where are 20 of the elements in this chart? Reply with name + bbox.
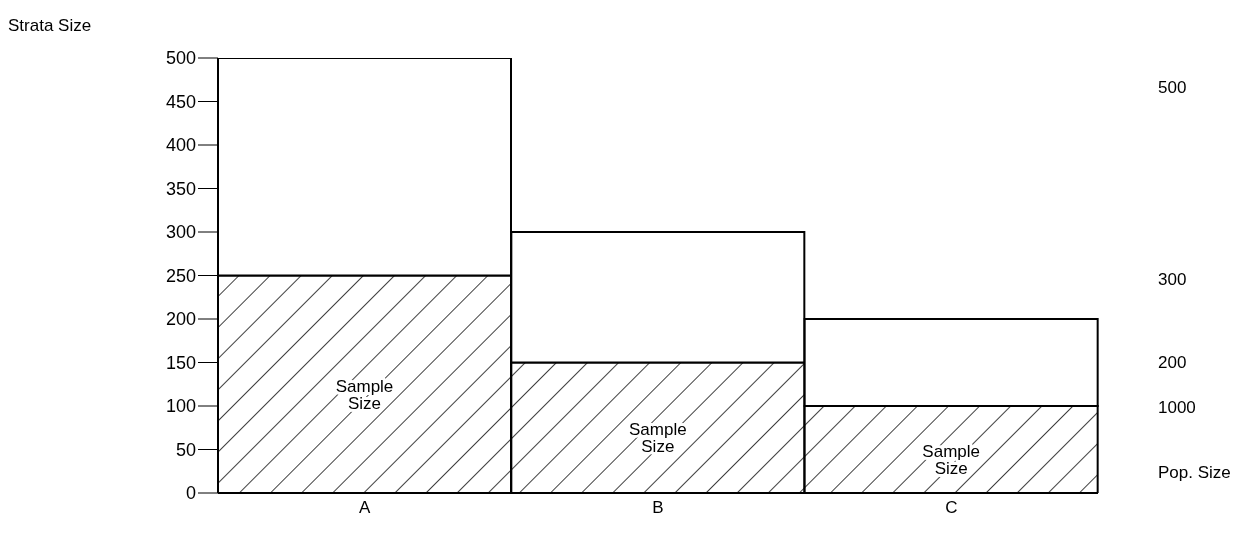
text: 300 [1158,270,1188,290]
x-tick-label: A [358,498,371,518]
y-tick-label: 500 [165,48,196,69]
x-tick-label: B [652,498,664,518]
y-tick-label: 300 [165,222,196,243]
text: 1000 [1158,398,1197,418]
y-tick-label: 50 [175,439,196,460]
y-axis-title: Strata Size [8,16,92,36]
y-tick-label: 350 [165,178,196,199]
y-tick-label: 150 [165,352,196,373]
text: 500 [1158,78,1188,98]
y-tick-label: 450 [165,91,196,112]
y-tick-label: 200 [165,309,196,330]
y-tick-label: 400 [165,135,196,156]
text: 200 [1158,353,1188,373]
y-tick-label: 100 [165,396,196,417]
y-tick-label: 250 [165,265,196,286]
y-tick-label: 0 [185,483,196,504]
x-tick-label: C [945,498,958,518]
text: Pop. Size [1158,463,1232,483]
